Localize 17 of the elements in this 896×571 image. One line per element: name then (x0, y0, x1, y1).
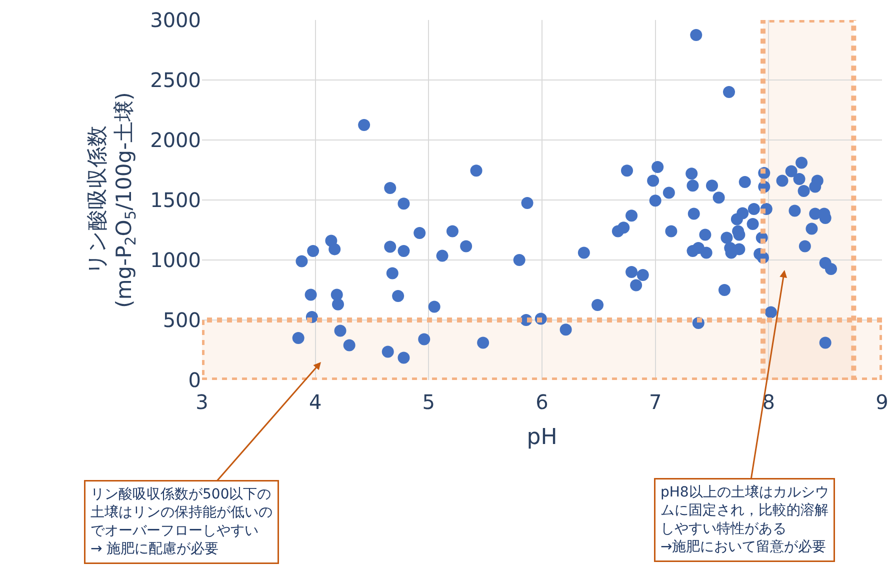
x-tick-label: 8 (762, 390, 776, 414)
y-tick-label: 2000 (150, 128, 201, 152)
x-tick-label: 7 (648, 390, 662, 414)
y-tick-label: 2500 (150, 68, 201, 92)
x-tick-label: 9 (876, 390, 888, 414)
y-tick-label: 1500 (150, 188, 201, 212)
y-tick-label: 500 (162, 308, 201, 332)
x-tick-label: 3 (196, 390, 208, 414)
y-tick-label: 0 (188, 368, 201, 392)
x-tick-label: 5 (422, 390, 436, 414)
band-label: pH8以上の土壌はカルシウムに固定され，比較的溶解しやすい特性がある →施肥において留意が必要 (660, 484, 829, 556)
y-tick-label: 1000 (150, 248, 201, 272)
band-label: リン酸吸収係数が500以下の土壌はリンの保持能が低いのでオーバーフローしやすい → 施肥に配慮が必要 (90, 486, 272, 558)
x-tick-label: 4 (308, 390, 322, 414)
x-axis-title: pH (526, 424, 558, 450)
y-tick-label: 3000 (150, 8, 201, 32)
x-tick-label: 6 (536, 390, 548, 414)
